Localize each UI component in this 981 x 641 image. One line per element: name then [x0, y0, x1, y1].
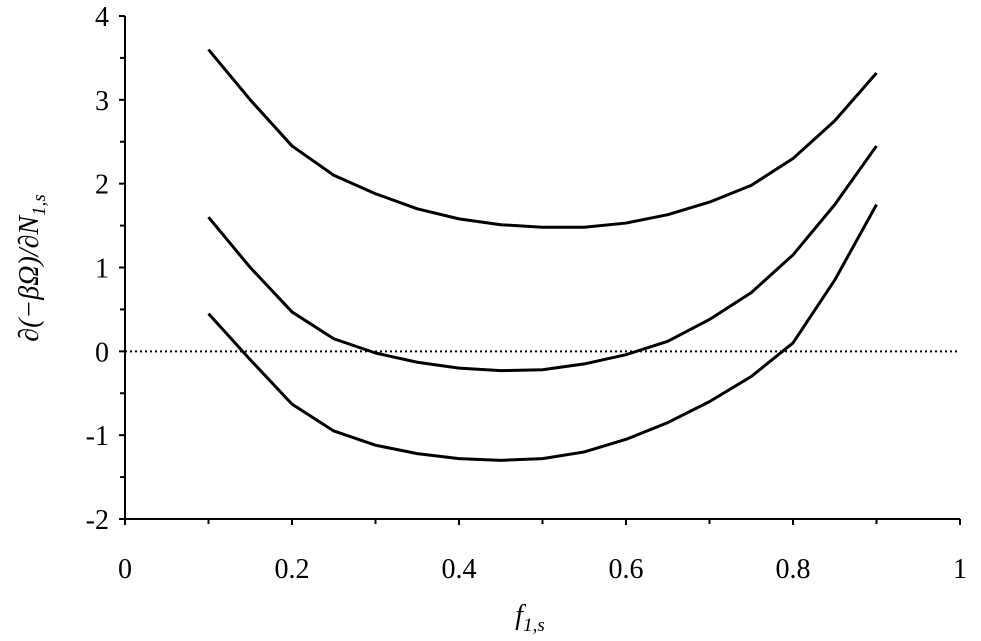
y-tick-label: 3 — [95, 86, 109, 117]
data-line — [207, 145, 878, 373]
y-tick-label: -2 — [86, 505, 109, 536]
x-tick-label: 0.8 — [776, 554, 811, 585]
y-tick-label: 0 — [95, 337, 109, 368]
x-axis-label: f1,s — [515, 600, 544, 636]
x-label-main: f — [515, 600, 526, 631]
y-tick-label: 1 — [95, 254, 109, 285]
y-label-main: ∂(−βΩ)/∂N — [14, 215, 45, 342]
y-axis-label: ∂(−βΩ)/∂N1,s — [14, 194, 50, 342]
x-tick-label: 0.4 — [442, 554, 477, 585]
data-line — [207, 48, 878, 229]
x-tick-label: 0 — [118, 554, 132, 585]
y-tick-label: -1 — [86, 421, 109, 452]
data-line — [207, 203, 878, 462]
y-tick-label: 4 — [95, 2, 109, 33]
x-tick-label: 0.6 — [609, 554, 644, 585]
y-label-sub: 1,s — [29, 194, 50, 216]
y-tick-label: 2 — [95, 170, 109, 201]
x-label-sub: 1,s — [523, 615, 545, 636]
x-tick-label: 1 — [953, 554, 967, 585]
x-tick-label: 0.2 — [275, 554, 310, 585]
